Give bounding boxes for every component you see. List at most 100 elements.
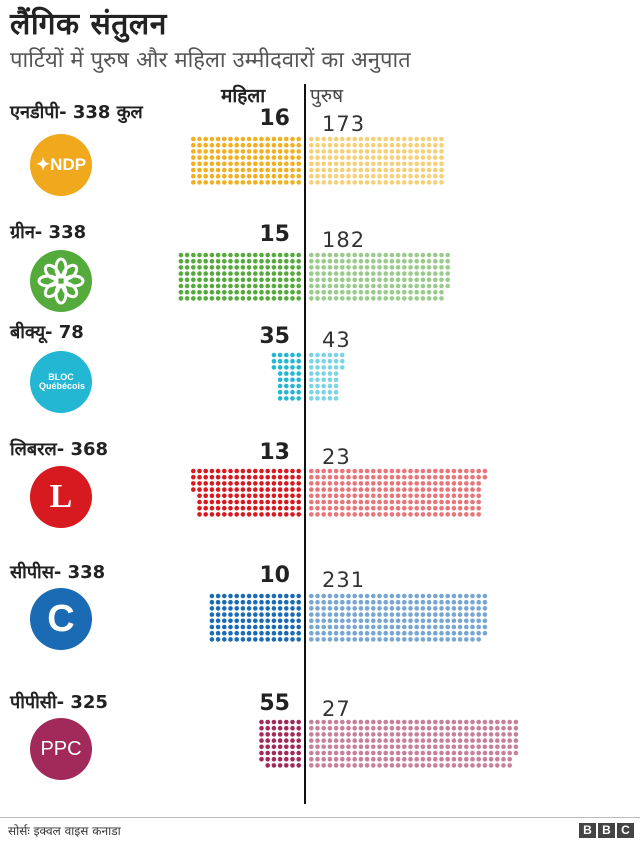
men-dot-cpc: [389, 612, 395, 617]
men-dot-ndp: [315, 149, 320, 154]
women-dot-liberal: [203, 512, 208, 517]
men-dot-liberal: [414, 481, 420, 486]
men-dot-liberal: [383, 481, 389, 486]
women-dot-ndp: [271, 155, 277, 160]
women-dot-bloc: [296, 365, 302, 370]
women-dot-green: [184, 271, 190, 276]
men-dot-liberal: [414, 505, 420, 511]
men-dot-ndp: [439, 142, 444, 148]
women-dot-liberal: [296, 474, 302, 480]
men-dot-ndp: [402, 161, 407, 167]
women-dot-green: [215, 277, 221, 283]
men-dot-liberal: [364, 487, 370, 492]
women-dot-liberal: [228, 474, 233, 480]
men-dot-liberal: [321, 493, 327, 499]
women-dot-green: [259, 289, 264, 295]
men-dot-liberal: [352, 499, 358, 505]
men-dot-green: [315, 271, 320, 276]
women-dot-green: [240, 258, 246, 264]
men-dot-green: [426, 258, 432, 264]
women-dot-liberal: [215, 499, 221, 505]
men-dot-ndp: [371, 142, 376, 148]
men-dot-cpc: [420, 606, 426, 611]
women-dot-cpc: [246, 630, 252, 636]
men-dot-liberal: [445, 474, 451, 480]
men-dot-cpc: [346, 606, 351, 611]
women-dot-cpc: [259, 618, 264, 624]
men-dot-green: [327, 289, 333, 295]
men-dot-ppc: [364, 756, 370, 762]
men-dot-cpc: [408, 599, 413, 605]
men-dot-cpc: [464, 637, 469, 642]
women-dot-cpc: [234, 624, 239, 630]
women-dot-green: [253, 258, 258, 264]
women-dot-liberal: [284, 493, 289, 499]
men-dot-cpc: [389, 637, 395, 642]
men-dot-liberal: [377, 499, 382, 505]
men-dot-green: [352, 271, 358, 276]
men-dot-ppc: [507, 756, 512, 762]
women-dot-cpc: [253, 624, 258, 630]
men-count-ndp: 173: [322, 112, 366, 136]
men-dot-bloc: [315, 389, 320, 395]
men-dot-liberal: [383, 468, 389, 474]
men-dot-ppc: [470, 725, 475, 731]
men-dot-liberal: [439, 512, 444, 517]
women-dot-liberal: [234, 512, 239, 517]
ppc-logo: PPC: [30, 718, 92, 780]
women-dot-green: [197, 265, 202, 270]
men-count-green: 182: [322, 228, 366, 252]
men-dot-liberal: [464, 474, 469, 480]
men-dot-liberal: [327, 481, 333, 486]
men-dot-liberal: [309, 493, 314, 499]
men-dot-liberal: [327, 487, 333, 492]
men-dot-ppc: [445, 719, 451, 725]
men-dot-ndp: [408, 167, 413, 173]
men-dot-liberal: [395, 487, 401, 492]
women-dot-liberal: [271, 481, 277, 486]
men-dot-liberal: [482, 474, 488, 480]
men-dot-ndp: [327, 167, 333, 173]
men-dot-liberal: [371, 487, 376, 492]
men-dot-liberal: [464, 493, 469, 499]
women-dot-green: [290, 258, 295, 264]
women-dot-cpc: [222, 606, 227, 611]
men-dot-liberal: [371, 468, 376, 474]
women-dot-liberal: [296, 481, 302, 486]
men-dot-bloc: [309, 352, 314, 358]
men-dot-cpc: [340, 624, 345, 630]
men-dot-ppc: [445, 725, 451, 731]
women-dot-cpc: [246, 612, 252, 617]
men-dot-cpc: [346, 593, 351, 599]
men-dot-green: [371, 265, 376, 270]
men-dot-green: [333, 265, 339, 270]
men-dot-cpc: [377, 593, 382, 599]
men-dot-green: [346, 271, 351, 276]
men-dot-ndp: [383, 149, 389, 154]
women-dot-green: [290, 265, 295, 270]
men-dot-cpc: [340, 630, 345, 636]
men-dot-green: [377, 283, 382, 289]
men-dot-liberal: [364, 474, 370, 480]
men-dot-ppc: [495, 756, 500, 762]
men-dot-ppc: [377, 738, 382, 743]
women-dot-green: [296, 265, 302, 270]
men-dot-ndp: [340, 142, 345, 148]
men-dot-green: [321, 258, 327, 264]
men-dot-ppc: [346, 756, 351, 762]
women-dot-green: [197, 289, 202, 295]
women-dot-liberal: [191, 487, 196, 492]
men-dot-cpc: [371, 599, 376, 605]
women-dot-ndp: [228, 167, 233, 173]
women-dot-liberal: [259, 468, 264, 474]
men-dot-cpc: [451, 599, 457, 605]
men-dot-ndp: [315, 173, 320, 179]
men-dot-ppc: [470, 744, 475, 750]
men-dot-liberal: [402, 468, 407, 474]
men-dot-cpc: [420, 618, 426, 624]
men-dot-ndp: [346, 142, 351, 148]
men-dot-bloc: [315, 396, 320, 401]
men-dot-ndp: [327, 155, 333, 160]
men-dot-ndp: [408, 155, 413, 160]
men-dot-liberal: [476, 468, 482, 474]
